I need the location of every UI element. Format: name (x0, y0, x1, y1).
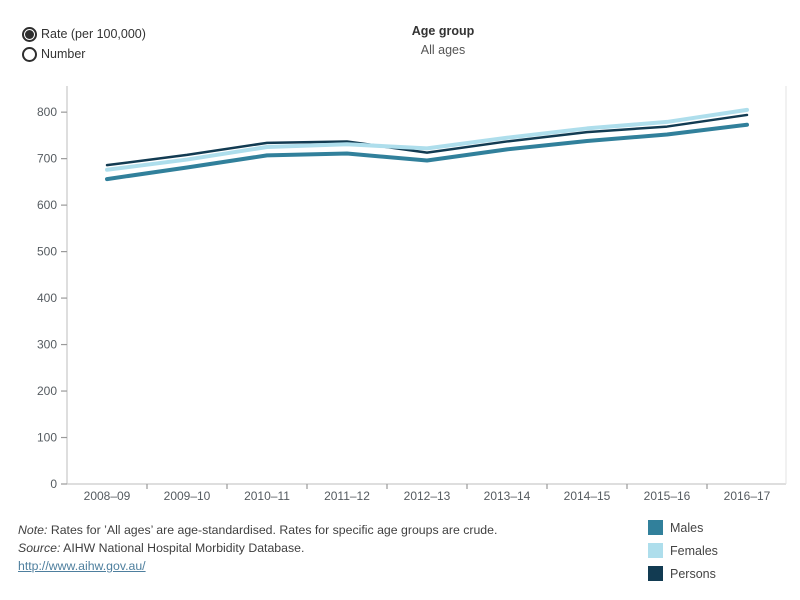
legend-label: Males (670, 520, 704, 535)
x-tick-label: 2014–15 (564, 489, 611, 503)
note-line: Note: Rates for ’All ages’ are age-stand… (18, 523, 498, 537)
y-tick-label: 0 (50, 477, 57, 491)
legend-swatch-icon (648, 543, 663, 558)
radio-button-icon (22, 26, 37, 42)
x-tick-label: 2013–14 (484, 489, 531, 503)
y-tick-label: 300 (37, 338, 57, 352)
y-tick-label: 800 (37, 105, 57, 119)
x-tick-label: 2016–17 (724, 489, 771, 503)
x-tick-label: 2012–13 (404, 489, 451, 503)
chart-legend: Males Females Persons (648, 516, 718, 585)
x-tick-label: 2009–10 (164, 489, 211, 503)
y-tick-label: 400 (37, 291, 57, 305)
age-group-title: Age group (411, 24, 475, 38)
y-tick-label: 700 (37, 152, 57, 166)
y-tick-label: 100 (37, 431, 57, 445)
series-line-persons[interactable] (105, 113, 749, 167)
x-tick-label: 2010–11 (244, 489, 290, 503)
y-tick-label: 500 (37, 245, 57, 259)
x-tick-label: 2008–09 (84, 489, 131, 503)
y-tick-label: 600 (37, 198, 57, 212)
legend-swatch-icon (648, 566, 663, 581)
radio-button-icon (22, 46, 37, 62)
age-group-header: Age group All ages (323, 24, 563, 57)
radio-rate[interactable]: Rate (per 100,000) (22, 24, 146, 44)
footnotes: Note: Rates for ’All ages’ are age-stand… (18, 521, 497, 575)
radio-number-label: Number (41, 47, 86, 61)
y-tick-label: 200 (37, 384, 57, 398)
legend-swatch-icon (648, 520, 663, 535)
x-tick-label: 2015–16 (644, 489, 691, 503)
legend-label: Females (670, 543, 718, 558)
legend-item-males[interactable]: Males (648, 516, 718, 539)
metric-radio-group: Rate (per 100,000) Number (22, 24, 146, 64)
x-tick-label: 2011–12 (324, 489, 370, 503)
series-line-females[interactable] (105, 107, 749, 172)
legend-item-persons[interactable]: Persons (648, 562, 718, 585)
radio-rate-label: Rate (per 100,000) (41, 27, 146, 41)
legend-item-females[interactable]: Females (648, 539, 718, 562)
age-group-value[interactable]: All ages (420, 43, 466, 57)
radio-number[interactable]: Number (22, 44, 146, 64)
series-line-males[interactable] (105, 122, 749, 182)
legend-label: Persons (670, 566, 716, 581)
aihw-link[interactable]: http://www.aihw.gov.au/ (18, 559, 146, 573)
source-line: Source: AIHW National Hospital Morbidity… (18, 541, 305, 555)
